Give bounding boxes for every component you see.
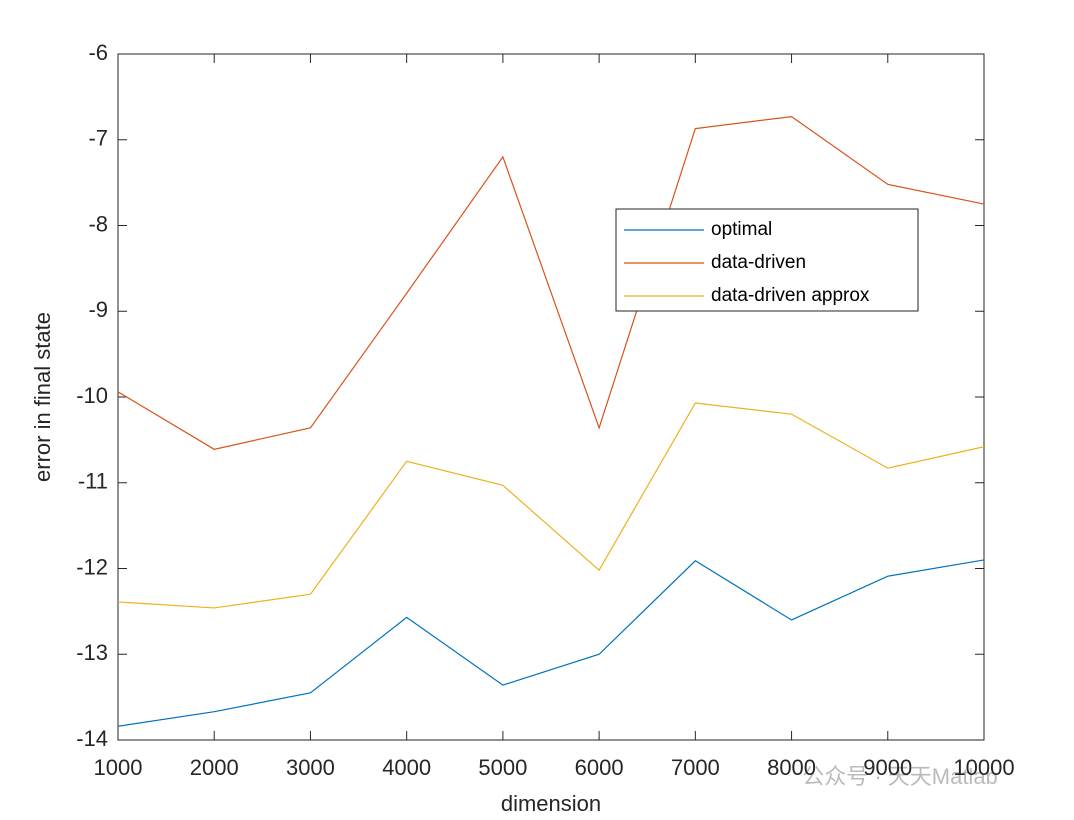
x-tick-label: 4000 [382,755,431,780]
x-tick-label: 7000 [671,755,720,780]
y-tick-label: -7 [88,126,108,151]
y-tick-label: -14 [76,726,108,751]
y-tick-label: -6 [88,40,108,65]
legend-label: optimal [711,219,772,240]
y-tick-label: -8 [88,211,108,236]
y-tick-label: -11 [78,469,108,494]
legend: optimal data-driven data-driven approx [615,208,919,312]
x-tick-label: 6000 [575,755,624,780]
y-tick-label: -9 [88,297,108,322]
x-tick-label: 5000 [478,755,527,780]
x-tick-label: 2000 [190,755,239,780]
x-tick-label: 9000 [863,755,912,780]
series-line [117,402,985,609]
y-axis-label: error in final state [30,312,55,482]
plot-box [117,53,985,741]
legend-box [615,208,919,312]
y-tick-label: -10 [76,383,108,408]
series-line [117,115,985,450]
y-tick-label: -13 [76,640,108,665]
x-axis-label: dimension [501,791,601,816]
legend-label: data-driven [711,252,806,273]
x-tick-label: 1000 [94,755,143,780]
x-tick-label: 3000 [286,755,335,780]
y-tick-label: -12 [76,554,108,579]
x-tick-label: 10000 [953,755,1014,780]
series-line [117,559,985,727]
watermark: 公众号 · 天天Matlab [802,764,998,789]
x-tick-label: 8000 [767,755,816,780]
legend-label: data-driven approx [711,285,870,306]
